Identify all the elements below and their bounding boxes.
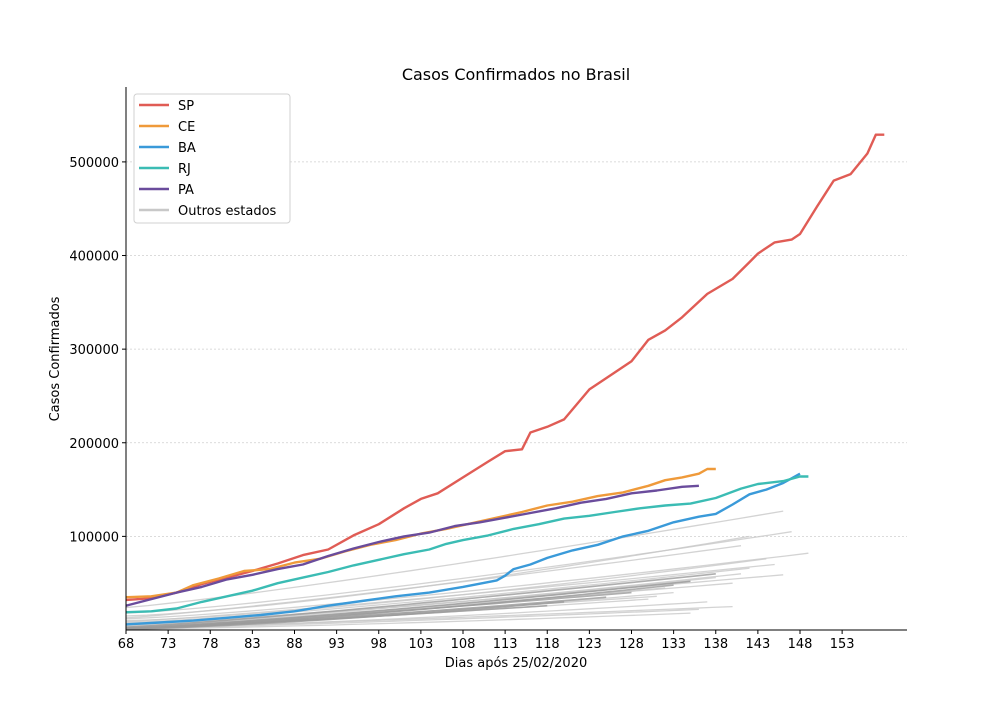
- x-tick-label: 123: [577, 637, 602, 652]
- x-tick-label: 93: [328, 637, 345, 652]
- tick-labels: 68 73 78 83 88 93 98 103 108 113 118 123 128 133 138 14…: [69, 156, 854, 652]
- x-tick-label: 108: [451, 637, 476, 652]
- x-tick-label: 148: [788, 637, 813, 652]
- other-state-line: [125, 552, 809, 620]
- other-state-line: [125, 573, 716, 628]
- x-tick-label: 98: [370, 637, 387, 652]
- other-state-line: [125, 612, 691, 630]
- legend-box: [133, 93, 291, 224]
- highlight-series-lines: [125, 133, 885, 626]
- series-line-pa: [125, 484, 699, 607]
- other-state-line: [125, 604, 548, 630]
- x-tick-label: 133: [661, 637, 686, 652]
- legend-label: Outros estados: [178, 204, 277, 219]
- other-state-line: [125, 563, 775, 623]
- x-tick-label: 68: [118, 637, 135, 652]
- other-state-line: [125, 608, 699, 630]
- x-tick-label: 103: [408, 637, 433, 652]
- y-tick-label: 200000: [69, 437, 119, 452]
- y-tick-label: 100000: [69, 530, 119, 545]
- other-states-lines: [125, 510, 809, 630]
- x-tick-label: 88: [286, 637, 303, 652]
- x-tick-label: 83: [244, 637, 261, 652]
- other-state-line: [125, 545, 742, 619]
- axes: [125, 87, 907, 631]
- other-state-line: [125, 591, 632, 630]
- x-tick-label: 153: [830, 637, 855, 652]
- x-tick-label: 73: [160, 637, 177, 652]
- y-tick-label: 500000: [69, 156, 119, 171]
- series-line-rj: [125, 475, 809, 614]
- x-tick-label: 138: [703, 637, 728, 652]
- y-tick-label: 400000: [69, 250, 119, 265]
- x-tick-label: 128: [619, 637, 644, 652]
- x-tick-label: 113: [493, 637, 518, 652]
- x-axis-label: Dias após 25/02/2020: [445, 656, 588, 671]
- x-tick-label: 118: [535, 637, 560, 652]
- y-tick-label: 300000: [69, 343, 119, 358]
- legend: SP CE BA RJ PA Outros estados: [133, 93, 291, 224]
- x-tick-label: 78: [202, 637, 219, 652]
- legend-label: RJ: [178, 162, 191, 177]
- legend-label: PA: [178, 183, 194, 198]
- chart-title: Casos Confirmados no Brasil: [402, 65, 630, 84]
- legend-label: SP: [178, 99, 194, 114]
- legend-label: BA: [178, 141, 196, 156]
- y-axis-label: Casos Confirmados: [48, 296, 63, 421]
- series-line-ba: [125, 472, 801, 626]
- series-line-sp: [125, 133, 885, 602]
- legend-label: CE: [178, 120, 195, 135]
- x-tick-label: 143: [745, 637, 770, 652]
